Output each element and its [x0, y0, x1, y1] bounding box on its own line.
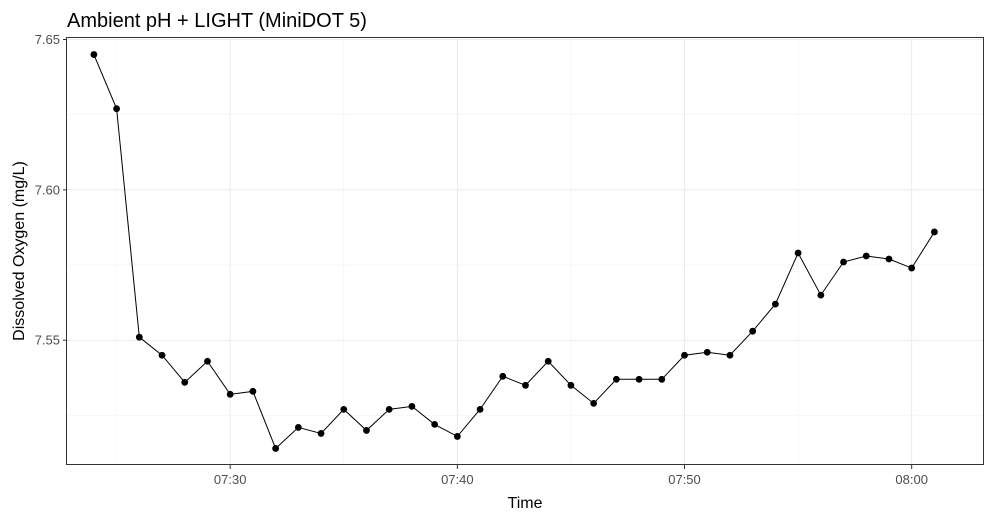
- x-tick-label: 07:40: [441, 472, 474, 487]
- data-point: [567, 381, 575, 389]
- data-point: [476, 405, 484, 413]
- y-tick-label: 7.55: [35, 333, 60, 348]
- series-layer: [90, 51, 938, 452]
- data-point: [294, 424, 302, 431]
- x-axis-title: Time: [508, 495, 543, 512]
- series-line: [93, 54, 935, 450]
- data-point: [544, 357, 552, 365]
- data-point: [885, 255, 893, 263]
- data-point: [703, 348, 711, 356]
- data-point: [749, 327, 757, 335]
- data-point: [158, 351, 166, 359]
- data-point: [272, 445, 280, 452]
- y-axis-title: Dissolved Oxygen (mg/L): [11, 161, 28, 341]
- data-point: [794, 249, 802, 257]
- data-point: [204, 357, 211, 365]
- data-point: [726, 351, 734, 359]
- plot-panel: [66, 37, 984, 465]
- data-point: [817, 291, 825, 299]
- chart-title: Ambient pH + LIGHT (MiniDOT 5): [67, 10, 367, 32]
- data-point: [90, 51, 98, 58]
- data-point: [590, 399, 598, 407]
- data-point: [363, 427, 370, 434]
- data-point: [226, 390, 234, 398]
- data-point: [862, 252, 870, 260]
- data-point: [317, 430, 325, 437]
- data-point: [431, 421, 439, 428]
- axes: 07:30 07:40 07:50 08:00 7.55 7.60 7.65: [35, 32, 928, 487]
- data-point: [453, 433, 461, 440]
- data-point: [113, 105, 120, 113]
- data-point: [681, 351, 688, 359]
- data-point: [340, 405, 348, 413]
- data-point: [181, 378, 189, 386]
- data-point: [249, 387, 257, 395]
- y-tick-label: 7.65: [35, 32, 60, 47]
- data-point: [135, 333, 143, 341]
- data-point: [612, 375, 620, 383]
- data-point: [635, 375, 643, 383]
- data-point: [658, 375, 666, 383]
- data-point: [385, 405, 393, 413]
- data-point: [522, 381, 529, 389]
- data-point: [840, 258, 847, 266]
- x-tick-label: 08:00: [895, 472, 928, 487]
- data-point: [771, 300, 779, 308]
- data-point: [908, 264, 916, 272]
- data-point: [931, 228, 938, 236]
- y-tick-label: 7.60: [35, 182, 60, 197]
- data-point: [408, 402, 416, 410]
- grid: [67, 38, 984, 465]
- data-point: [499, 372, 507, 380]
- x-tick-label: 07:30: [214, 472, 247, 487]
- x-tick-label: 07:50: [668, 472, 701, 487]
